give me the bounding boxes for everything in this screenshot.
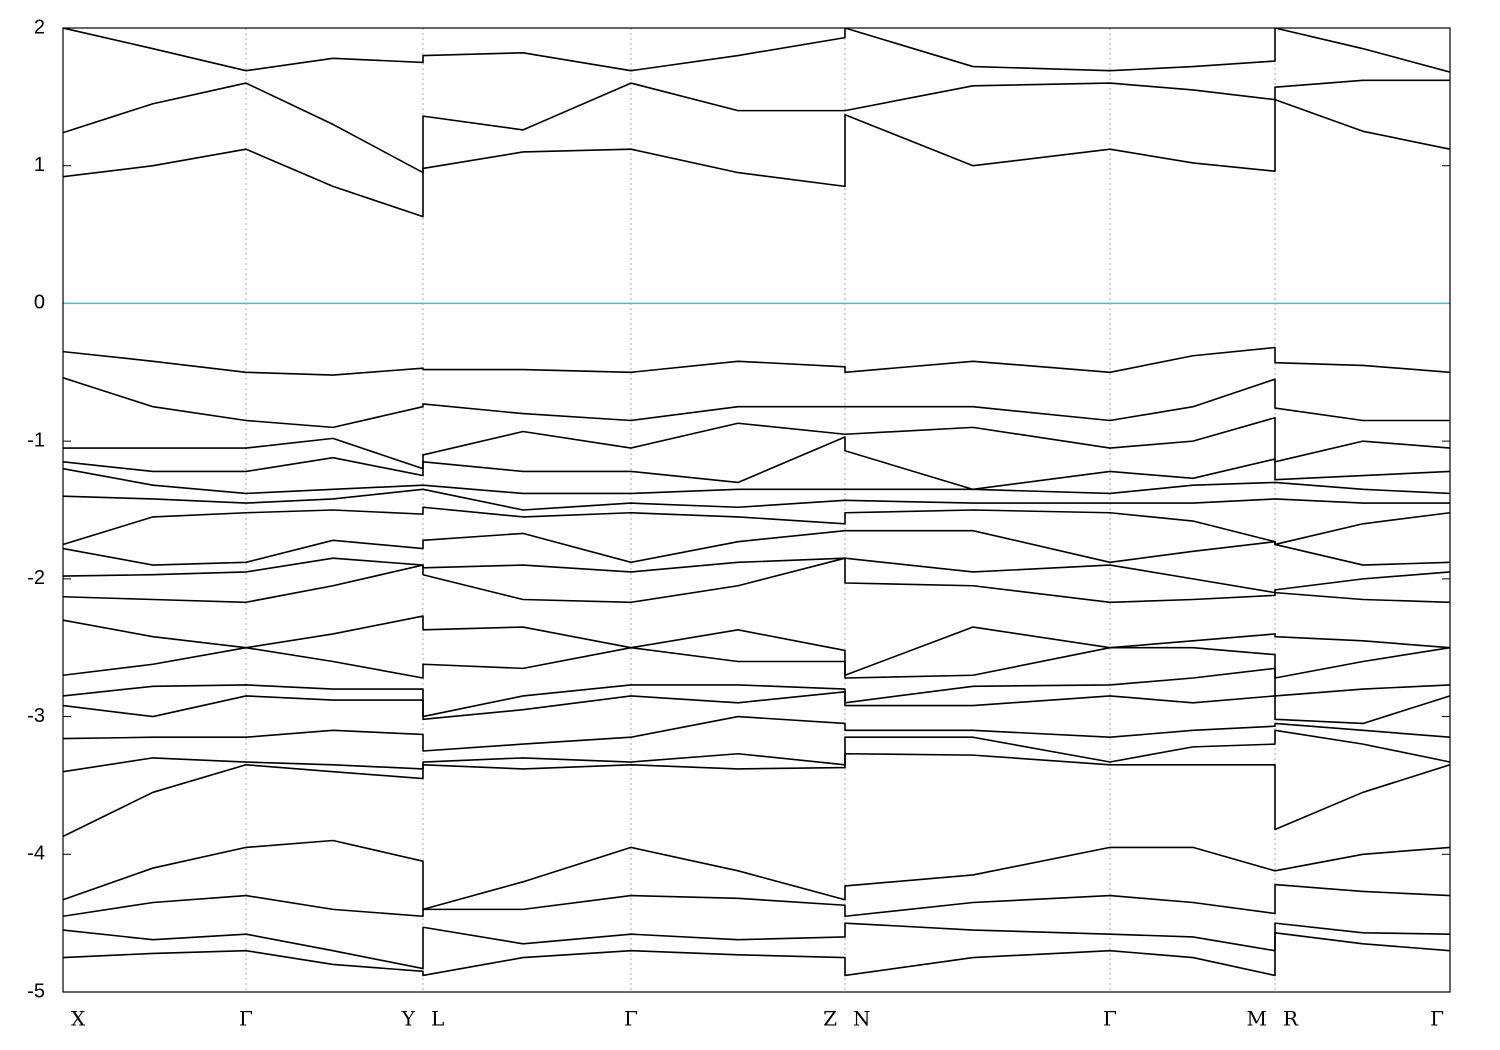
x-tick-label: X [71,1007,86,1031]
band-line [63,715,1450,752]
band-line [63,883,1450,918]
band-line [63,557,1450,594]
band-line [63,28,1450,73]
y-tick-label: 2 [34,16,45,38]
band-line [63,346,1450,376]
y-tick-label: 1 [34,154,45,176]
band-line [63,488,1450,511]
x-tick-label: M [1247,1007,1267,1031]
band-line [63,506,1450,546]
band-line [63,79,1450,174]
x-tick-label: Y [401,1007,416,1031]
grid [63,27,1450,993]
band-line [63,667,1450,718]
x-tick-label: Γ [239,1007,253,1031]
x-tick-label: Γ [1103,1007,1117,1031]
band-line [63,377,1450,429]
y-tick-label: -4 [27,843,45,865]
band-line [63,931,1450,977]
x-tick-label: R [1283,1007,1299,1031]
y-tick-label: -2 [27,567,45,589]
x-tick-label: L [431,1007,444,1031]
band-line [63,436,1450,491]
bands [63,28,1450,977]
tick-labels: -5 -4 -3 -2 -1 0 1 2 X Γ Y L Γ Z N Γ M R Γ [27,16,1444,1030]
band-line [63,557,1450,604]
band-line [63,615,1450,677]
band-line [63,416,1450,470]
plot-frame [62,27,1451,993]
band-line [63,98,1450,218]
band-line [63,839,1450,911]
band-line [63,729,1450,773]
y-tick-label: -3 [27,705,45,727]
y-tick-label: -1 [27,429,45,451]
band-line [63,529,1450,566]
band-line [63,690,1450,725]
band-line [63,752,1450,838]
band-line [63,646,1450,679]
band-line [63,467,1450,495]
x-tick-label: Z [823,1007,837,1031]
y-tick-label: 0 [34,292,45,314]
x-tick-label: Γ [624,1007,638,1031]
y-tick-label: -5 [27,980,45,1002]
x-tick-label: Γ [1430,1007,1444,1031]
x-tick-label: N [853,1007,871,1031]
band-line [63,922,1450,970]
